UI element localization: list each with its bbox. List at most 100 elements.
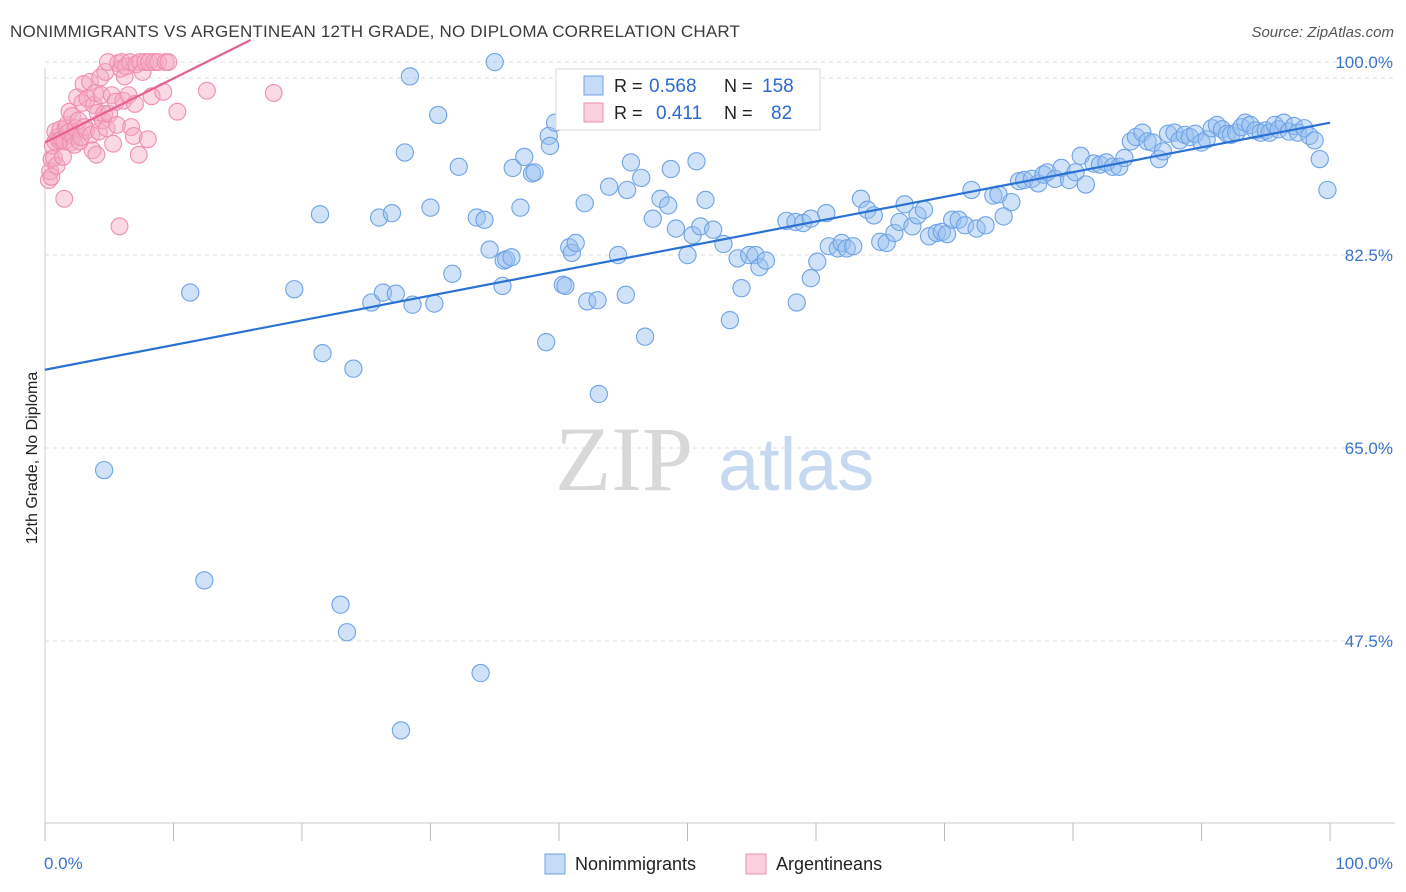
- point-0-94: [885, 223, 904, 243]
- point-1-42: [91, 68, 110, 87]
- point-1-14: [55, 189, 74, 208]
- point-0-19: [425, 294, 444, 313]
- point-0-50: [599, 177, 619, 196]
- trend-line-0: [44, 121, 1331, 371]
- point-1-47: [97, 119, 116, 138]
- point-1-3: [42, 167, 61, 186]
- legend-r-label-2: R =: [614, 103, 643, 123]
- point-0-72: [740, 245, 759, 265]
- point-0-106: [955, 216, 975, 235]
- point-0-32: [503, 158, 522, 178]
- legend-nonimmigrants-swatch: [544, 853, 566, 875]
- point-0-1: [181, 283, 200, 302]
- point-0-122: [1059, 170, 1079, 190]
- legend-n-label-1: N =: [724, 76, 753, 96]
- point-0-49: [589, 384, 608, 404]
- point-0-71: [732, 278, 751, 298]
- point-0-170: [1318, 180, 1337, 200]
- point-0-58: [651, 189, 670, 208]
- trend-lines: [44, 39, 1331, 371]
- point-0-16: [400, 67, 420, 86]
- point-0-53: [617, 180, 637, 200]
- point-0-36: [525, 163, 544, 182]
- point-0-64: [687, 152, 706, 171]
- legend-n-value-1: 158: [762, 76, 794, 97]
- legend-argentineans-label: Argentineans: [776, 854, 882, 874]
- point-0-31: [502, 248, 521, 267]
- point-0-3: [285, 280, 304, 299]
- point-0-14: [391, 721, 411, 740]
- axes: [44, 68, 1395, 841]
- y-tick-label-1: 65.0%: [1345, 439, 1393, 458]
- point-0-109: [976, 216, 995, 235]
- point-0-0: [94, 460, 114, 480]
- legend-r-value-1: 0.568: [649, 76, 697, 97]
- point-0-146: [1197, 130, 1216, 149]
- point-0-57: [643, 209, 662, 228]
- point-0-54: [621, 153, 641, 172]
- point-0-8: [344, 359, 363, 378]
- chart-title: NONIMMIGRANTS VS ARGENTINEAN 12TH GRADE,…: [10, 22, 741, 41]
- point-0-60: [661, 159, 680, 179]
- point-0-168: [1305, 131, 1324, 150]
- legend-n-label-2: N =: [724, 103, 753, 123]
- point-0-141: [1170, 131, 1189, 150]
- point-1-78: [168, 102, 187, 121]
- point-0-93: [877, 233, 896, 253]
- point-0-33: [511, 198, 530, 217]
- point-0-62: [678, 245, 697, 265]
- point-0-97: [903, 217, 922, 236]
- point-0-103: [937, 224, 957, 244]
- point-0-34: [515, 147, 534, 167]
- point-0-69: [720, 310, 740, 330]
- trend-line-1: [44, 39, 252, 144]
- point-0-46: [575, 194, 594, 213]
- point-1-70: [138, 130, 157, 149]
- point-0-42: [556, 276, 575, 296]
- legend-r-label-1: R =: [614, 76, 643, 96]
- x-tick-labels: 0.0% 100.0%: [44, 854, 1393, 873]
- watermark-zip: ZIP: [555, 408, 693, 510]
- point-0-37: [537, 333, 556, 352]
- y-tick-label-0: 47.5%: [1345, 632, 1393, 651]
- point-0-12: [382, 203, 402, 223]
- x-tick-label-0: 0.0%: [44, 854, 83, 873]
- point-1-74: [149, 53, 168, 72]
- point-0-25: [475, 210, 494, 229]
- y-tick-label-2: 82.5%: [1345, 246, 1393, 265]
- point-0-24: [471, 663, 490, 683]
- legend-r-value-2: 0.411: [656, 103, 702, 124]
- point-0-74: [750, 258, 769, 277]
- y-tick-labels: 47.5% 65.0% 82.5% 100.0%: [1335, 53, 1393, 651]
- point-0-52: [616, 285, 635, 304]
- point-1-66: [129, 145, 148, 164]
- point-1-63: [124, 126, 143, 145]
- point-1-53: [108, 115, 126, 134]
- point-0-83: [817, 203, 836, 223]
- point-0-138: [1153, 142, 1173, 161]
- point-0-169: [1310, 149, 1329, 169]
- point-0-99: [914, 200, 934, 219]
- point-0-26: [480, 240, 499, 259]
- point-0-5: [313, 344, 332, 363]
- x-tick-label-1: 100.0%: [1335, 854, 1393, 873]
- point-0-89: [851, 189, 871, 208]
- stats-legend: R = 0.568 N = 158 R = 0.411 N = 82: [555, 68, 821, 131]
- point-1-13: [54, 147, 72, 166]
- point-0-38: [539, 126, 558, 146]
- point-0-66: [696, 190, 715, 210]
- point-0-86: [832, 233, 851, 253]
- point-0-20: [429, 105, 448, 125]
- point-0-7: [337, 623, 357, 642]
- point-0-78: [787, 293, 806, 312]
- point-1-81: [110, 217, 129, 236]
- source-credit: Source: ZipAtlas.com: [1251, 24, 1394, 41]
- point-0-15: [395, 143, 414, 162]
- point-1-51: [104, 134, 123, 153]
- legend-argentineans-swatch: [745, 853, 767, 875]
- point-0-48: [588, 291, 607, 310]
- series-legend: Nonimmigrants Argentineans: [544, 853, 882, 875]
- point-0-92: [871, 232, 890, 251]
- point-0-27: [485, 52, 504, 72]
